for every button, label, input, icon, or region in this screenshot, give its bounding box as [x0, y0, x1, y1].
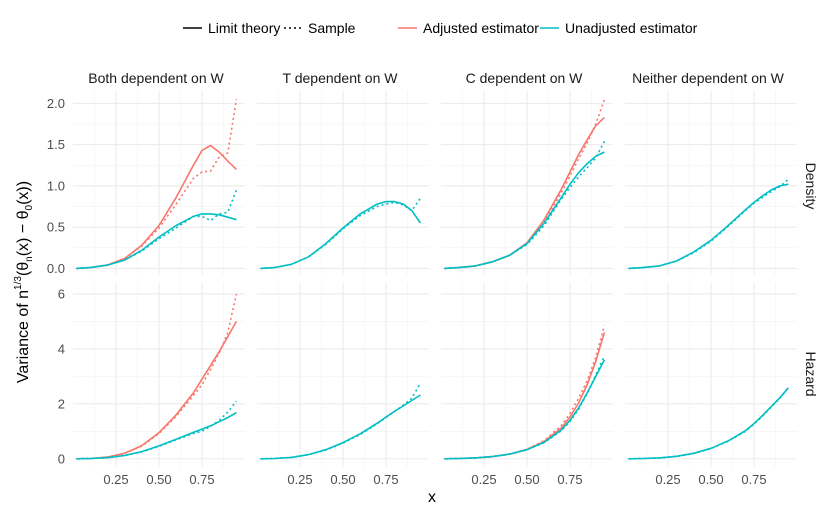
y-tick-label: 2 — [58, 396, 65, 411]
series-line-unadjusted-estimator-sample — [76, 189, 238, 270]
y-tick-label: 1.5 — [47, 137, 65, 152]
x-tick-label: 0.75 — [557, 472, 582, 487]
x-tick-label: 0.75 — [189, 472, 214, 487]
y-tick-label: 6 — [58, 286, 65, 301]
y-title-part-4: (x)) — [15, 181, 32, 205]
x-tick-label: 0.50 — [330, 472, 355, 487]
column-strip-c: C dependent on W — [466, 70, 584, 86]
y-tick-label: 0 — [58, 451, 65, 466]
y-tick-label: 0.5 — [47, 220, 65, 235]
y-tick-label: 1.0 — [47, 178, 65, 193]
series-line-adjusted-estimator-sample — [444, 99, 606, 270]
series-line-unadjusted-estimator-limit-theory — [260, 394, 421, 460]
y-title-part-1: Variance of n — [15, 290, 32, 383]
y-title-sub-1: n — [24, 256, 35, 262]
y-title-sub-2: 0 — [24, 204, 35, 210]
x-tick-label: 0.25 — [655, 472, 680, 487]
series-line-unadjusted-estimator-limit-theory — [444, 151, 605, 270]
x-tick-label: 0.25 — [103, 472, 128, 487]
panel-hazard-c-dependent-on-w: 0.25 0.50 0.75 — [441, 283, 613, 487]
series-line-unadjusted-estimator-limit-theory — [444, 359, 606, 460]
y-tick-label: 2.0 — [47, 96, 65, 111]
series-line-unadjusted-estimator-sample — [260, 382, 422, 460]
legend-limit-theory-label: Limit theory — [208, 20, 280, 36]
y-title-part-2: (θ — [15, 262, 32, 276]
x-tick-label: 0.75 — [741, 472, 766, 487]
x-axis-title: x — [428, 489, 436, 506]
series-line-unadjusted-estimator-sample — [444, 355, 606, 460]
legend-adjusted-label: Adjusted estimator — [423, 20, 539, 36]
series-line-adjusted-estimator-sample — [444, 325, 606, 460]
panel-hazard-t-dependent-on-w: 0.25 0.50 0.75 — [257, 283, 429, 487]
panel-density-c-dependent-on-w — [441, 91, 613, 275]
series-line-unadjusted-estimator-sample — [628, 386, 790, 460]
x-tick-label: 0.50 — [146, 472, 171, 487]
series-line-adjusted-estimator-limit-theory — [76, 144, 237, 270]
y-title-part-3: (x) − θ — [15, 210, 32, 256]
panel-density-both-dependent-on-w: 0.0 0.5 1.0 1.5 2.0 — [47, 91, 245, 276]
series-line-unadjusted-estimator-sample — [628, 178, 789, 270]
legend-unadjusted-label: Unadjusted estimator — [565, 20, 698, 36]
x-tick-label: 0.25 — [471, 472, 496, 487]
column-strip-neither: Neither dependent on W — [632, 70, 785, 86]
x-tick-label: 0.75 — [373, 472, 398, 487]
column-strip-both: Both dependent on W — [88, 70, 224, 86]
panel-density-t-dependent-on-w — [257, 91, 429, 275]
series-line-unadjusted-estimator-sample — [76, 400, 238, 460]
panel-hazard-neither-dependent-on-w: 0.25 0.50 0.75 — [625, 283, 797, 487]
y-tick-label: 0.0 — [47, 261, 65, 276]
row-strip-hazard: Hazard — [803, 351, 819, 396]
x-tick-label: 0.50 — [514, 472, 539, 487]
x-tick-label: 0.25 — [287, 472, 312, 487]
panel-density-neither-dependent-on-w — [625, 91, 797, 275]
column-strip-t: T dependent on W — [283, 70, 399, 86]
series-line-unadjusted-estimator-sample — [444, 140, 606, 270]
y-axis-title: Variance of n1/3(θn(x) − θ0(x)) — [13, 181, 35, 383]
series-line-unadjusted-estimator-limit-theory — [628, 183, 789, 270]
legend: Limit theory Sample Adjusted estimator U… — [183, 20, 698, 36]
series-line-unadjusted-estimator-limit-theory — [628, 387, 790, 460]
panel-hazard-both-dependent-on-w: 0 2 4 6 0.25 0.50 0.75 — [58, 283, 245, 487]
x-tick-label: 0.50 — [698, 472, 723, 487]
y-tick-label: 4 — [58, 341, 65, 356]
row-strip-density: Density — [803, 163, 819, 210]
series-line-unadjusted-estimator-sample — [260, 197, 422, 270]
series-line-adjusted-estimator-sample — [76, 99, 238, 270]
y-title-sup: 1/3 — [13, 276, 24, 290]
series-line-adjusted-estimator-limit-theory — [76, 321, 238, 460]
legend-sample-label: Sample — [308, 20, 356, 36]
series-line-unadjusted-estimator-limit-theory — [260, 200, 422, 270]
